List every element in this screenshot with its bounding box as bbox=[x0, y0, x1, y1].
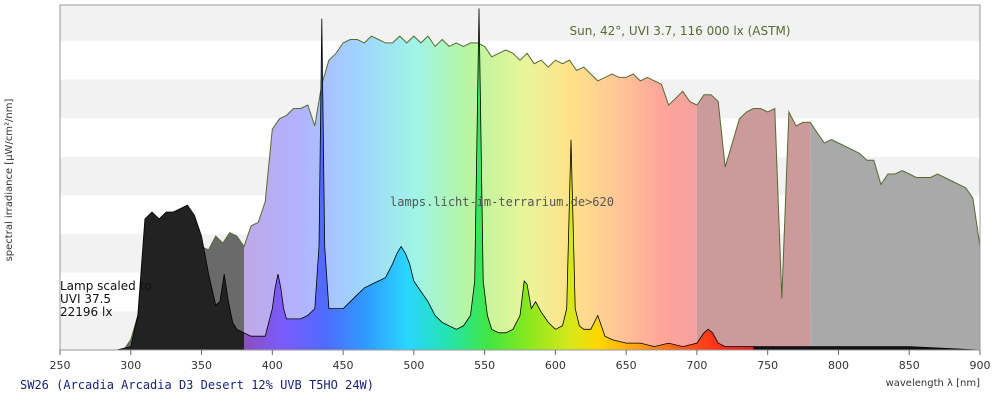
sun-annotation: Sun, 42°, UVI 3.7, 116 000 lx (ASTM) bbox=[570, 24, 791, 38]
sun-area-deep-red bbox=[696, 94, 811, 350]
x-tick-label: 400 bbox=[262, 359, 283, 372]
lamp-spectrum-line bbox=[88, 8, 980, 350]
lamp-annotation-line-3: 22196 lx bbox=[60, 305, 112, 319]
x-tick-label: 600 bbox=[545, 359, 566, 372]
x-tick-label: 550 bbox=[474, 359, 495, 372]
x-tick-label: 350 bbox=[191, 359, 212, 372]
y-axis-label: spectral irradiance [µW/cm²/nm] bbox=[4, 98, 15, 261]
chart-title: SW26 (Arcadia Arcadia D3 Desert 12% UVB … bbox=[20, 378, 374, 392]
lamp-area-uv bbox=[88, 205, 244, 350]
x-tick-label: 800 bbox=[828, 359, 849, 372]
x-axis-label: wavelength λ [nm] bbox=[886, 378, 981, 389]
grid-band bbox=[60, 5, 980, 41]
sun-area-infrared bbox=[810, 122, 980, 350]
sun-area-visible bbox=[244, 36, 697, 350]
x-axis-ticks: 250 300 350 400 450 500 550 600 650 700 750 800 850 9… bbox=[50, 350, 991, 372]
x-tick-label: 750 bbox=[757, 359, 778, 372]
watermark-text: lamps.licht-im-terrarium.de>620 bbox=[390, 195, 614, 209]
x-tick-label: 650 bbox=[616, 359, 637, 372]
lamp-annotation-line-1: Lamp scaled to bbox=[60, 279, 152, 293]
x-tick-label: 850 bbox=[899, 359, 920, 372]
x-tick-label: 300 bbox=[120, 359, 141, 372]
x-tick-label: 250 bbox=[50, 359, 71, 372]
lamp-annotation-line-2: UVI 37.5 bbox=[60, 292, 111, 306]
x-tick-label: 900 bbox=[970, 359, 991, 372]
plot-frame bbox=[59, 4, 981, 351]
x-tick-label: 700 bbox=[686, 359, 707, 372]
sun-spectrum-line bbox=[123, 35, 980, 350]
x-tick-label: 500 bbox=[403, 359, 424, 372]
x-tick-label: 450 bbox=[333, 359, 354, 372]
